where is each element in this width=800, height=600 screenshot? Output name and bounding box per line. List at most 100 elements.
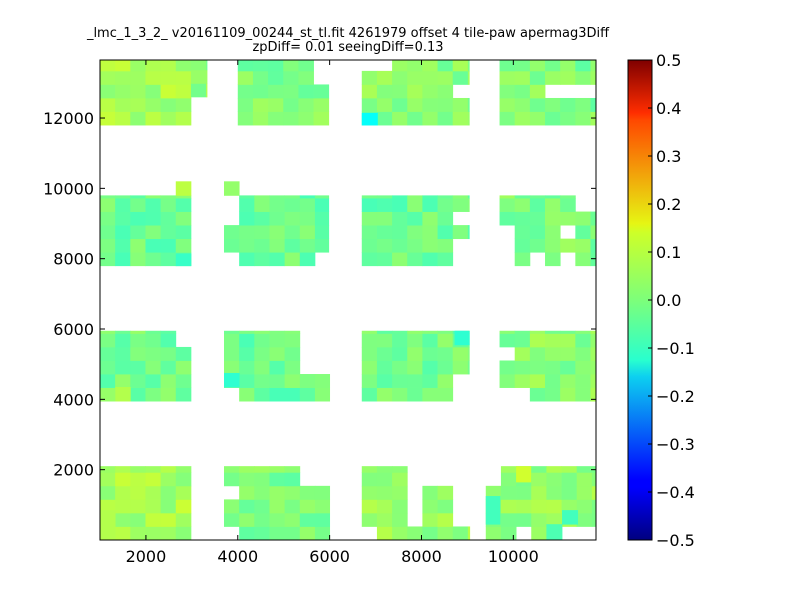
heatmap-cell	[422, 387, 438, 402]
heatmap-cell	[529, 374, 546, 388]
heatmap-cell	[575, 330, 591, 334]
heatmap-cell	[239, 360, 255, 375]
heatmap-cell	[298, 111, 314, 126]
heatmap-cell	[361, 512, 378, 527]
heatmap-cell	[499, 333, 516, 348]
heatmap-cell	[500, 526, 517, 540]
heatmap-cell	[590, 97, 596, 112]
heatmap-cell	[145, 526, 162, 540]
heatmap-cell	[361, 97, 378, 112]
heatmap-cell	[130, 225, 146, 240]
colorbar-tick-label: 0.5	[656, 51, 681, 70]
heatmap-cell	[100, 346, 116, 361]
heatmap-cell	[545, 252, 561, 267]
heatmap-cell	[422, 360, 438, 375]
heatmap-cell	[392, 512, 408, 527]
heatmap-cell	[175, 360, 192, 375]
heatmap-cell	[239, 526, 255, 540]
heatmap-cell	[575, 60, 591, 72]
heatmap-cell	[175, 195, 192, 199]
heatmap-cell	[452, 360, 469, 375]
heatmap-cell	[160, 330, 177, 334]
heatmap-cell	[529, 387, 546, 402]
heatmap-cell	[269, 225, 286, 240]
heatmap-cell	[590, 346, 596, 361]
heatmap-cell	[361, 360, 378, 375]
heatmap-cell	[392, 374, 408, 388]
heatmap-cell	[145, 211, 162, 226]
heatmap-cell	[516, 485, 532, 500]
heatmap-cell	[130, 60, 146, 72]
heatmap-cell	[531, 485, 547, 500]
heatmap-cell	[407, 195, 423, 199]
heatmap-cell	[239, 387, 255, 402]
x-tick-label: 6000	[309, 547, 350, 566]
heatmap-cell	[514, 225, 531, 240]
heatmap-cell	[392, 499, 408, 514]
heatmap-cell	[284, 346, 301, 361]
heatmap-cell	[298, 97, 314, 112]
heatmap-cell	[299, 526, 316, 540]
heatmap-cell	[467, 111, 470, 126]
heatmap-cell	[299, 485, 316, 500]
heatmap-cell	[437, 84, 454, 99]
heatmap-cell	[407, 211, 423, 226]
heatmap-cell	[529, 97, 546, 112]
heatmap-cell	[175, 111, 192, 126]
heatmap-cell	[376, 374, 393, 388]
heatmap-cell	[130, 512, 146, 527]
heatmap-cell	[452, 60, 469, 72]
heatmap-cell	[254, 387, 270, 402]
heatmap-cell	[298, 70, 314, 85]
heatmap-cell	[299, 225, 316, 240]
heatmap-cell	[160, 499, 177, 514]
heatmap-cell	[298, 84, 314, 99]
heatmap-cell	[284, 225, 301, 240]
heatmap-cell	[437, 512, 454, 527]
heatmap-cell	[160, 526, 177, 540]
heatmap-cell	[313, 84, 330, 99]
heatmap-cell	[175, 225, 192, 240]
heatmap-cell	[361, 346, 378, 361]
heatmap-cell	[269, 198, 286, 212]
heatmap-cell	[314, 499, 331, 514]
heatmap-cell	[100, 252, 116, 267]
heatmap-cell	[283, 97, 299, 112]
heatmap-cell	[392, 111, 408, 126]
heatmap-cell	[560, 346, 576, 361]
colorbar-axis: 0.5 0.4 0.3 0.2 0.1 0.0 −0.1 −0.2 −0.3 −0.4 −0.5	[648, 51, 695, 550]
heatmap-cell	[514, 330, 531, 334]
heatmap-cell	[237, 97, 254, 112]
heatmap-cell	[529, 70, 546, 85]
heatmap-cell	[254, 472, 270, 487]
heatmap-cell	[361, 238, 378, 253]
x-tick-label: 10000	[488, 547, 539, 566]
heatmap-cell	[237, 111, 254, 126]
heatmap-cell	[130, 333, 146, 348]
heatmap-cell	[454, 330, 470, 346]
heatmap-cell	[190, 69, 207, 84]
heatmap-cell	[237, 84, 254, 99]
heatmap-cell	[115, 360, 131, 375]
heatmap-cell	[115, 70, 131, 85]
heatmap-cell	[590, 333, 596, 348]
heatmap-cell	[130, 387, 146, 402]
heatmap-cell	[145, 330, 162, 334]
y-tick-label: 4000	[53, 390, 94, 409]
heatmap-cell	[175, 181, 192, 196]
heatmap-cell	[115, 387, 131, 402]
heatmap-cell	[452, 195, 469, 199]
heatmap-cell	[576, 485, 593, 500]
heatmap-cell	[145, 466, 162, 473]
heatmap-cell	[254, 374, 270, 388]
heatmap-cell	[130, 346, 146, 361]
heatmap-cell	[145, 485, 162, 500]
colorbar-tick-label: −0.2	[656, 387, 695, 406]
colorbar-tick-label: −0.5	[656, 531, 695, 550]
heatmap-cell	[560, 111, 576, 126]
heatmap-cell	[254, 526, 270, 540]
heatmap-cell	[499, 330, 516, 334]
heatmap-cell	[254, 346, 270, 361]
heatmap-cell	[115, 84, 131, 99]
heatmap-cell	[514, 111, 531, 126]
